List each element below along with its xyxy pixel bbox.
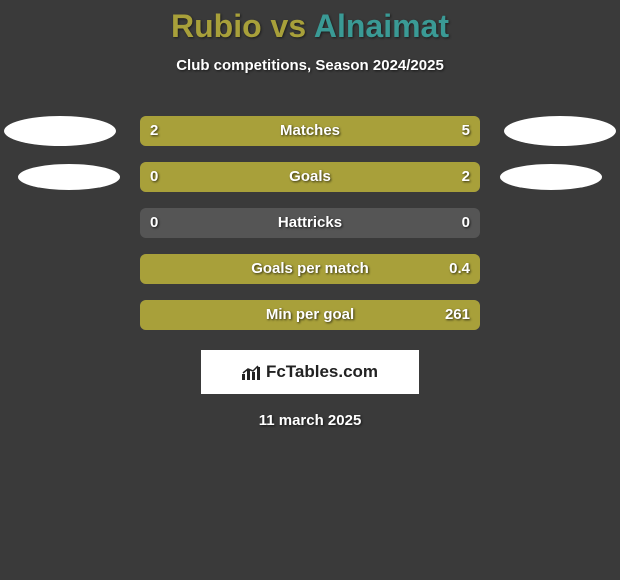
stats-area: Matches25Goals02Hattricks00Goals per mat… [0, 116, 620, 330]
stat-row: Min per goal261 [0, 300, 620, 330]
stat-label: Hattricks [140, 208, 480, 238]
brand-text: FcTables.com [266, 362, 378, 382]
stat-label: Goals [140, 162, 480, 192]
stat-value-right: 5 [462, 116, 470, 146]
stat-label: Matches [140, 116, 480, 146]
stat-value-right: 0.4 [449, 254, 470, 284]
stat-row: Hattricks0 0 [0, 208, 620, 238]
subtitle: Club competitions, Season 2024/2025 [0, 57, 620, 74]
chart-icon [242, 364, 262, 380]
stat-value-right: 0 [462, 208, 470, 238]
date-text: 11 march 2025 [0, 412, 620, 429]
stat-row: Goals0 2 [0, 162, 620, 192]
stat-row: Goals per match0.4 [0, 254, 620, 284]
stat-value-right: 2 [462, 162, 470, 192]
stat-value-left: 0 [150, 162, 158, 192]
stats-widget: Rubio vs Alnaimat Club competitions, Sea… [0, 0, 620, 429]
player2-name: Alnaimat [314, 8, 449, 44]
stat-value-left: 2 [150, 116, 158, 146]
vs-text: vs [262, 8, 314, 44]
page-title: Rubio vs Alnaimat [0, 0, 620, 45]
stat-label: Min per goal [140, 300, 480, 330]
brand-logo[interactable]: FcTables.com [201, 350, 419, 394]
stat-row: Matches2 5 [0, 116, 620, 146]
stat-value-right: 261 [445, 300, 470, 330]
brand-logo-inner: FcTables.com [242, 362, 378, 382]
stat-value-left: 0 [150, 208, 158, 238]
player1-name: Rubio [171, 8, 262, 44]
stat-label: Goals per match [140, 254, 480, 284]
